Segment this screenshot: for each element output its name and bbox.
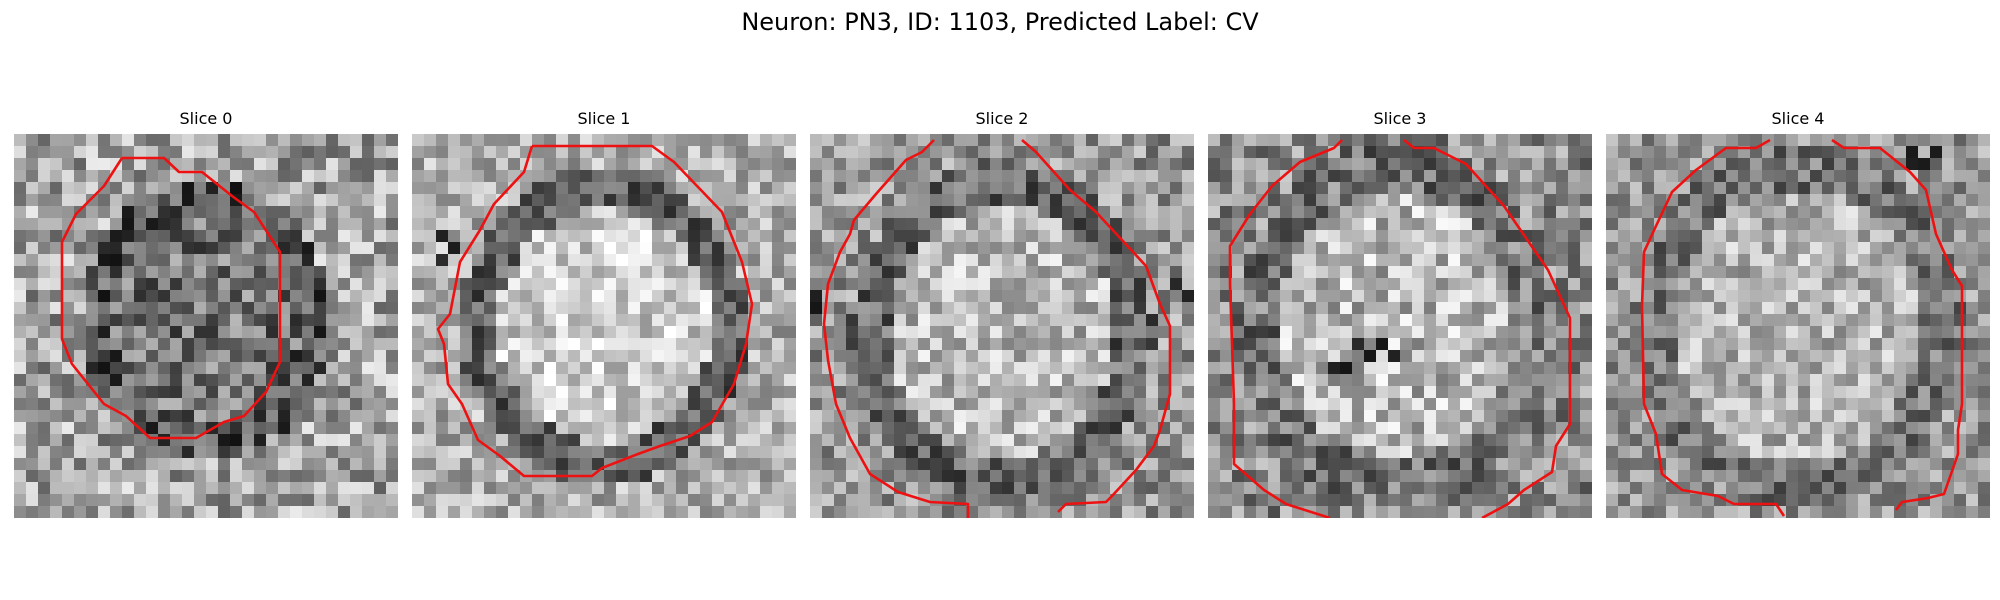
slice-image-4 [1606,134,1990,518]
figure-title: Neuron: PN3, ID: 1103, Predicted Label: … [741,8,1259,36]
contour-line [1831,138,1964,511]
slice-panel-3: Slice 3 [1208,108,1592,520]
contour-line [822,139,970,518]
slice-image-0 [14,134,398,518]
slice-title: Slice 1 [577,109,631,128]
slice-title: Slice 4 [1771,109,1825,128]
slice-panel-1: Slice 1 [412,108,796,520]
contour-line [1403,138,1572,518]
contour-line [436,144,754,478]
slice-title: Slice 0 [179,109,233,128]
slice-image-1 [412,134,796,518]
contour-line [1640,138,1786,517]
slice-title: Slice 3 [1373,109,1427,128]
slice-panel-2: Slice 2 [810,108,1194,520]
slice-title: Slice 2 [975,109,1029,128]
slice-image-3 [1208,134,1592,518]
slice-panel-4: Slice 4 [1606,108,1990,520]
slice-panel-0: Slice 0 [14,108,398,520]
contour-line [1228,139,1343,518]
contour-line [1021,139,1172,513]
slice-image-2 [810,134,1194,518]
contour-line [60,156,282,440]
